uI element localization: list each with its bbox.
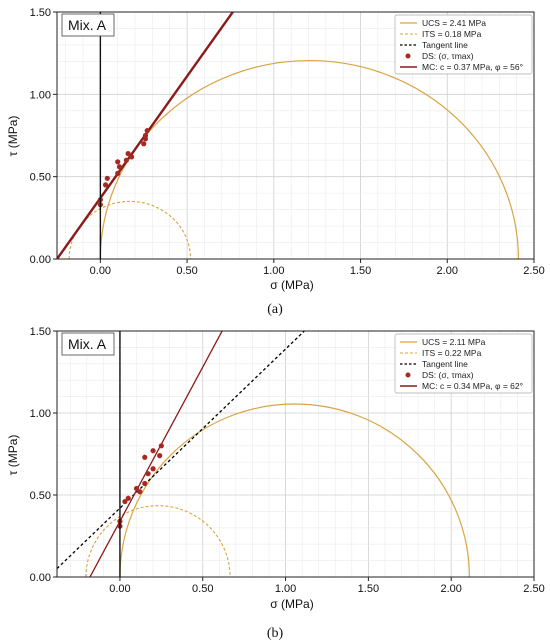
annotation-text: Mix. A [68,336,107,352]
ucs-circle [99,60,519,259]
y-tick-label: 0.00 [30,254,51,266]
legend-label: ITS = 0.18 MPa [422,29,482,39]
ticks-group: 0.00 0.50 1.00 1.50 2.00 2.50 0.00 0.50 1.00 1.50 [30,326,545,595]
legend-swatch [405,372,411,378]
x-tick-label: 0.50 [176,265,197,277]
chart-panel-b: 0.00 0.50 1.00 1.50 2.00 2.50 0.00 0.50 1.00 1.50… [6,326,545,641]
ds-point [116,164,123,170]
chart-panel-a: 0.00 0.50 1.00 1.50 2.00 2.50 0.00 0.50 1.00 1.50… [6,7,545,317]
ds-point [115,170,121,176]
legend-label: MC: c = 0.34 MPa, φ = 62° [422,381,523,391]
plot-frame [56,330,535,578]
y-tick-label: 1.00 [30,89,51,101]
x-tick-label: 0.00 [109,583,130,595]
its-circle [68,200,192,259]
tangent-line [57,331,306,570]
ds-point [142,454,148,460]
axes-group [56,330,535,578]
ucs-circle-group [99,60,519,259]
x-tick-label: 1.50 [350,265,371,277]
legend-label: Tangent line [422,40,468,50]
ds-point [142,480,148,487]
legend-label: MC: c = 0.37 MPa, φ = 56° [422,62,523,72]
annotation-text: Mix. A [68,17,107,33]
ds-point [122,498,128,505]
legend-swatch [405,53,411,59]
ds-points-group [97,127,150,208]
y-axis-label: τ (MPa) [6,116,20,157]
x-tick-label: 0.50 [192,583,213,595]
panel-caption: (a) [267,302,283,317]
mc-line-group [57,12,235,259]
legend-label: DS: (σ, τmax) [422,370,474,380]
x-axis-label: σ (MPa) [270,278,313,292]
y-tick-label: 1.50 [30,326,51,338]
x-tick-label: 2.00 [440,583,461,595]
ds-point [137,489,143,495]
x-tick-label: 1.50 [358,583,379,595]
ds-point [133,485,140,492]
ds-points-group [117,443,164,529]
y-tick-label: 0.00 [30,572,51,584]
x-tick-label: 2.50 [523,583,544,595]
legend-label: Tangent line [422,359,468,369]
legend-label: DS: (σ, τmax) [422,51,474,61]
ucs-circle [119,403,471,577]
ds-point [104,175,110,181]
x-tick-label: 1.00 [275,583,296,595]
x-tick-label: 2.50 [523,265,544,277]
ticks-group: 0.00 0.50 1.00 1.50 2.00 2.50 0.00 0.50 1.00 1.50 [30,7,545,277]
annotation-box: Mix. A [61,332,115,356]
y-tick-label: 0.50 [30,172,51,184]
its-circle-group [68,200,192,259]
y-tick-label: 1.50 [30,7,51,19]
ds-point [150,448,156,454]
annotation-box: Mix. A [61,13,115,37]
legend-label: UCS = 2.11 MPa [422,337,486,347]
ds-point [141,141,147,147]
ds-point [145,471,151,477]
legend-box [394,14,533,75]
grid-group [57,330,535,578]
legend-label: UCS = 2.41 MPa [422,18,486,28]
legend-label: ITS = 0.22 MPa [422,348,482,358]
ds-point [157,453,163,459]
panel-caption: (b) [267,626,284,641]
ucs-circle-group [119,403,471,577]
ds-point [102,182,109,188]
ds-point [144,127,150,134]
y-tick-label: 1.00 [30,408,51,420]
axes-group [56,11,535,260]
ds-point [125,151,131,157]
legend-box [394,333,533,394]
ds-point [125,495,131,501]
ds-point [123,157,129,163]
mc-line [57,12,235,259]
ds-point [158,443,164,449]
ds-point [150,466,156,472]
y-tick-label: 0.50 [30,490,51,502]
ds-point [115,159,121,165]
x-axis-label: σ (MPa) [270,597,313,611]
x-tick-label: 1.00 [263,265,284,277]
y-axis-label: τ (MPa) [6,435,20,476]
its-circle [85,505,231,577]
its-circle-group [85,505,231,577]
ds-point [128,154,135,160]
ds-point [142,132,149,139]
plot-frame [56,11,535,260]
tangent-line-group [57,331,306,570]
x-tick-label: 0.00 [90,265,111,277]
x-tick-label: 2.00 [437,265,458,277]
